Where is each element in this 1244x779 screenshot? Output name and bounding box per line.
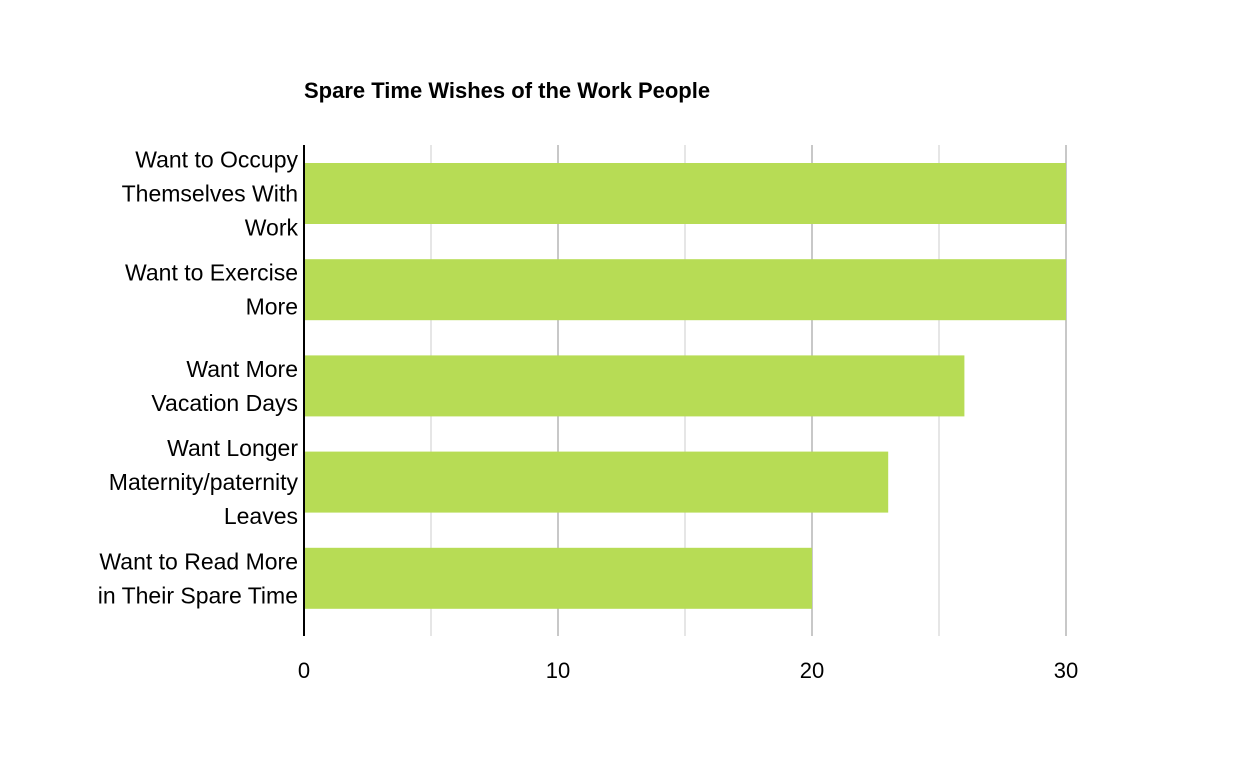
x-tick-label: 0 [298,658,310,683]
category-label: Work [245,215,299,241]
category-label: Want More [186,356,298,382]
category-label: Want to Occupy [135,147,298,173]
category-label: More [246,294,298,320]
category-label: Want Longer [167,435,298,461]
category-label: Leaves [224,503,298,529]
x-tick-label: 30 [1054,658,1078,683]
bar [304,547,812,609]
x-tick-label: 20 [800,658,824,683]
category-label: Themselves With [122,181,298,207]
x-tick-label: 10 [546,658,570,683]
bar [304,259,1066,321]
category-label: Want to Read More [99,548,298,574]
bar [304,451,889,513]
chart-title: Spare Time Wishes of the Work People [304,78,710,103]
category-label: in Their Spare Time [98,582,298,608]
bar [304,163,1066,224]
category-label: Want to Exercise [125,260,298,286]
category-label: Vacation Days [151,390,298,416]
category-label: Maternity/paternity [109,469,299,495]
bar [304,355,965,417]
